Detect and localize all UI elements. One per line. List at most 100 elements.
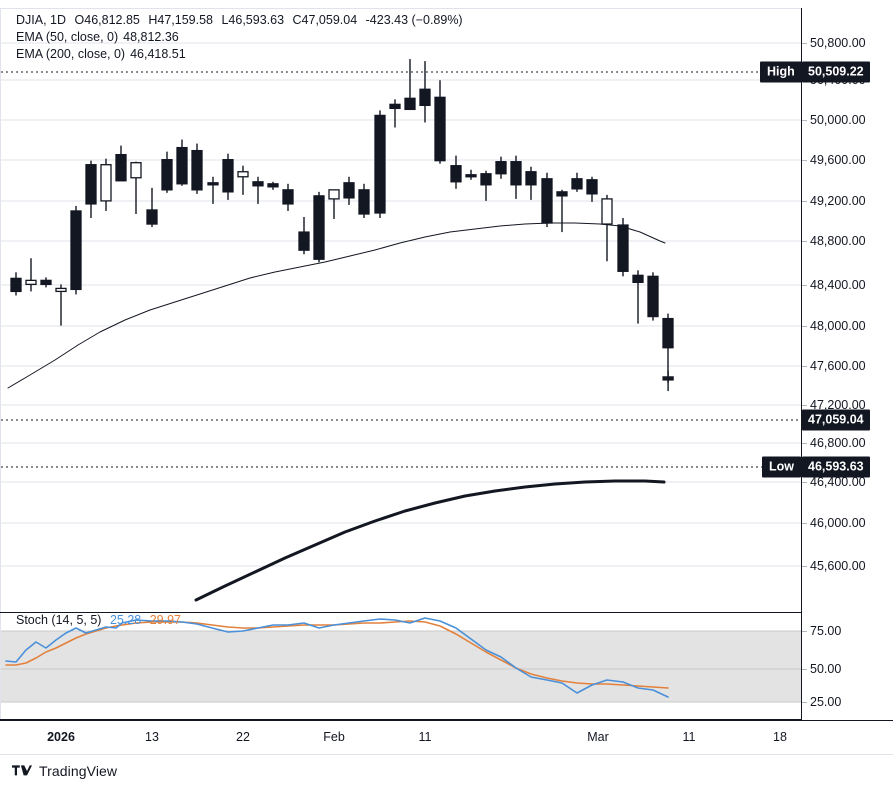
stoch-tick-label: 75.00 [810,624,842,638]
candlestick[interactable] [525,166,537,200]
candle-body [525,171,537,186]
candlestick[interactable] [146,187,158,228]
candlestick[interactable] [404,59,416,111]
interval-label[interactable]: 1D [50,13,67,27]
stoch-d-line [5,620,669,689]
time-scale[interactable]: 2026 13 22 Feb 11 Mar 11 18 [0,721,893,754]
candle-body [40,279,52,286]
candle-body [571,178,583,190]
stoch-d-value: 29.97 [149,613,181,627]
candlestick[interactable] [465,169,477,180]
stoch-k-value: 25.28 [109,613,142,627]
price-tick-mark [802,366,807,367]
candlestick[interactable] [601,194,613,262]
candlestick[interactable] [130,161,142,214]
candlestick[interactable] [282,183,294,211]
candlestick[interactable] [662,370,674,391]
current-price-tag: 47,059.04 [802,409,870,431]
candlestick[interactable] [252,176,264,204]
price-chart-canvas[interactable] [0,0,893,756]
stoch-overbought-oversold-band [1,631,801,702]
candlestick[interactable] [176,139,188,186]
price-tick-mark [802,43,807,44]
candle-body [617,224,629,272]
change-percent: (−0.89%) [411,13,463,27]
candlestick[interactable] [100,158,112,211]
candlestick[interactable] [632,270,644,324]
candlestick[interactable] [586,176,598,202]
price-tick-label: 48,000.00 [810,319,866,333]
candlestick[interactable] [541,172,553,228]
candlestick[interactable] [115,145,127,182]
candle-body [647,275,659,318]
stoch-legend-row[interactable]: Stoch (14, 5, 5) 25.28 29.97 [16,612,181,629]
indicator-ema50-row[interactable]: EMA (50, close, 0) 48,812.36 [16,29,463,46]
candlestick[interactable] [267,181,279,190]
candlestick[interactable] [556,189,568,233]
candlestick[interactable] [358,183,370,219]
candlestick[interactable] [55,284,67,326]
candle-body [662,317,674,349]
candlestick[interactable] [450,155,462,189]
candle-body [601,198,613,225]
candlestick[interactable] [10,272,22,296]
candlestick[interactable] [647,272,659,321]
candlestick[interactable] [434,80,446,164]
candlestick[interactable] [495,156,507,179]
symbol-ohlc-row[interactable]: DJIA, 1D O46,812.85 H47,159.58 L46,593.6… [16,13,463,27]
symbol-name[interactable]: DJIA [16,13,44,27]
time-tick-label: 2026 [47,730,75,744]
candle-body [450,165,462,183]
candlestick[interactable] [237,165,249,195]
price-tick-label: 49,200.00 [810,194,866,208]
price-scale[interactable]: 50,800.0050,400.0050,000.0049,600.0049,2… [802,8,893,720]
price-tick-label: 46,400.00 [810,475,866,489]
candlestick[interactable] [328,189,340,220]
candlestick[interactable] [419,61,431,123]
price-tick-mark [802,160,807,161]
high-marker-chip: High [760,61,802,83]
candlestick[interactable] [617,218,629,277]
candle-body [298,231,310,251]
candlestick[interactable] [222,153,234,200]
price-tick-mark [802,326,807,327]
candlestick[interactable] [374,110,386,219]
candlestick[interactable] [161,151,173,193]
price-tick-mark [802,443,807,444]
candle-body [556,191,568,197]
candle-body [662,376,674,381]
candle-body [146,209,158,225]
candlestick[interactable] [25,258,37,292]
candle-body [358,189,370,215]
candle-body [434,96,446,162]
price-tick-mark [802,201,807,202]
tradingview-mark-icon [12,764,32,775]
candle-body [328,189,340,200]
candle-body [10,277,22,293]
candlestick[interactable] [313,191,325,263]
candlestick[interactable] [571,172,583,192]
candlestick[interactable] [480,170,492,201]
tradingview-logo[interactable]: TradingView [12,763,117,779]
candlestick[interactable] [40,277,52,288]
price-tick-mark [802,523,807,524]
high-value: 47,159.58 [157,13,213,27]
candlestick[interactable] [389,99,401,128]
candlestick[interactable] [207,176,219,204]
candlestick[interactable] [510,155,522,199]
panel-separator-top [0,612,801,613]
candle-body [495,161,507,175]
candle-body [313,195,325,260]
candlestick[interactable] [191,143,203,194]
time-tick-label: 11 [682,730,696,744]
candlestick[interactable] [343,176,355,205]
price-tick-label: 47,200.00 [810,398,866,412]
candlestick[interactable] [70,205,82,295]
candlestick[interactable] [85,160,97,219]
candle-body [25,279,37,286]
candlestick[interactable] [298,216,310,255]
stoch-legend[interactable]: Stoch (14, 5, 5) 25.28 29.97 [16,612,181,629]
candle-body [115,153,127,182]
indicator-ema200-row[interactable]: EMA (200, close, 0) 46,418.51 [16,46,463,63]
candle-body [374,114,386,214]
